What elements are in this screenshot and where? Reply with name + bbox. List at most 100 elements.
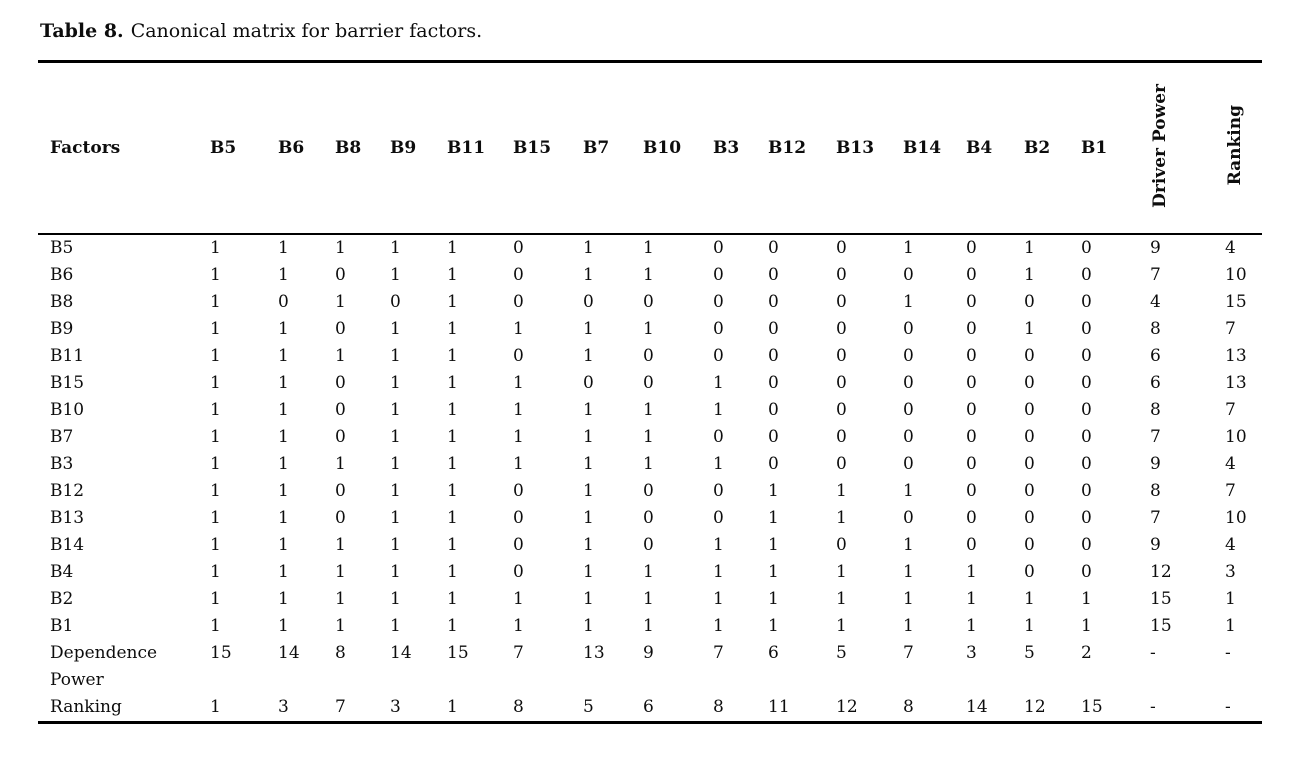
matrix-cell-b7-b8: 0: [335, 427, 346, 447]
matrix-cell-b14-b2: 0: [1024, 535, 1035, 555]
factor-label: B10: [50, 400, 85, 420]
factor-label: B3: [50, 454, 74, 474]
matrix-cell-b7-b11: 1: [447, 427, 458, 447]
factor-label: B5: [50, 238, 74, 258]
matrix-cell-b8-b11: 1: [447, 292, 458, 312]
table-row-b14: B14 1 1 1 1 1 0 1 0 1 1 0 1 0 0 0 9 4: [38, 532, 1262, 559]
ranking-value: 4: [1225, 454, 1236, 474]
matrix-cell-b7-b1: 0: [1081, 427, 1092, 447]
matrix-cell-b7-b2: 0: [1024, 427, 1035, 447]
matrix-cell-ranking-b10: 6: [643, 697, 654, 717]
matrix-cell-b4-b5: 1: [210, 562, 221, 582]
matrix-cell-b9-b3: 0: [713, 319, 724, 339]
driver-power-value: 15: [1150, 589, 1172, 609]
matrix-cell-b6-b6: 1: [278, 265, 289, 285]
matrix-cell-b9-b13: 0: [836, 319, 847, 339]
factor-label: B14: [50, 535, 85, 555]
table-row-b4: B4 1 1 1 1 1 0 1 1 1 1 1 1 1 0 0 12 3: [38, 559, 1262, 586]
matrix-cell-b15-b14: 0: [903, 373, 914, 393]
matrix-cell-b14-b5: 1: [210, 535, 221, 555]
matrix-cell-dependence-power-b11: 15: [447, 643, 469, 663]
matrix-cell-b4-b12: 1: [768, 562, 779, 582]
factor-label: B4: [50, 562, 74, 582]
matrix-cell-b7-b5: 1: [210, 427, 221, 447]
matrix-cell-b1-b11: 1: [447, 616, 458, 636]
matrix-cell-b2-b4: 1: [966, 589, 977, 609]
matrix-cell-ranking-b2: 12: [1024, 697, 1046, 717]
matrix-cell-b1-b8: 1: [335, 616, 346, 636]
matrix-cell-b2-b8: 1: [335, 589, 346, 609]
matrix-cell-b15-b11: 1: [447, 373, 458, 393]
column-header-ranking: Ranking: [1225, 61, 1262, 235]
matrix-cell-b13-b6: 1: [278, 508, 289, 528]
ranking-value: 15: [1225, 292, 1247, 312]
matrix-cell-ranking-b6: 3: [278, 697, 289, 717]
matrix-cell-b7-b3: 0: [713, 427, 724, 447]
matrix-cell-b10-b10: 1: [643, 400, 654, 420]
matrix-cell-b10-b4: 0: [966, 400, 977, 420]
matrix-cell-b3-b14: 0: [903, 454, 914, 474]
matrix-cell-ranking-b7: 5: [583, 697, 594, 717]
table-figure: Table 8. Canonical matrix for barrier fac…: [38, 18, 1262, 724]
matrix-cell-b2-b10: 1: [643, 589, 654, 609]
matrix-cell-ranking-b14: 8: [903, 697, 914, 717]
driver-power-value: 8: [1150, 319, 1161, 339]
matrix-cell-b10-b13: 0: [836, 400, 847, 420]
column-header-b12: B12: [768, 61, 836, 235]
matrix-cell-b11-b2: 0: [1024, 346, 1035, 366]
matrix-cell-b11-b4: 0: [966, 346, 977, 366]
matrix-cell-b4-b10: 1: [643, 562, 654, 582]
matrix-cell-b9-b5: 1: [210, 319, 221, 339]
matrix-cell-b8-b6: 0: [278, 292, 289, 312]
matrix-cell-b6-b3: 0: [713, 265, 724, 285]
ranking-value: 7: [1225, 319, 1236, 339]
table-row-b6: B6 1 1 0 1 1 0 1 1 0 0 0 0 0 1 0 7 10: [38, 262, 1262, 289]
matrix-cell-b5-b12: 0: [768, 238, 779, 258]
matrix-cell-b9-b11: 1: [447, 319, 458, 339]
column-header-b15: B15: [513, 61, 583, 235]
matrix-cell-b5-b11: 1: [447, 238, 458, 258]
matrix-cell-b1-b14: 1: [903, 616, 914, 636]
ranking-value: 13: [1225, 346, 1247, 366]
matrix-cell-b1-b12: 1: [768, 616, 779, 636]
ranking-value: 10: [1225, 427, 1247, 447]
matrix-cell-b9-b12: 0: [768, 319, 779, 339]
matrix-cell-b2-b7: 1: [583, 589, 594, 609]
matrix-cell-b10-b8: 0: [335, 400, 346, 420]
canonical-matrix-table: Factors B5 B6 B8 B9 B11 B15 B7 B10 B3 B12 B13 B14 B4 B…: [38, 60, 1262, 724]
matrix-cell-b6-b10: 1: [643, 265, 654, 285]
matrix-cell-b3-b10: 1: [643, 454, 654, 474]
column-header-b4: B4: [966, 61, 1024, 235]
matrix-cell-b12-b14: 1: [903, 481, 914, 501]
matrix-cell-b1-b4: 1: [966, 616, 977, 636]
ranking-value: 13: [1225, 373, 1247, 393]
matrix-cell-b11-b11: 1: [447, 346, 458, 366]
matrix-cell-b7-b15: 1: [513, 427, 524, 447]
matrix-cell-b11-b9: 1: [390, 346, 401, 366]
matrix-cell-b2-b9: 1: [390, 589, 401, 609]
matrix-cell-dependence-power-b12: 6: [768, 643, 779, 663]
matrix-cell-b10-b1: 0: [1081, 400, 1092, 420]
driver-power-value: 6: [1150, 373, 1161, 393]
driver-power-value: -: [1150, 643, 1156, 663]
column-header-b11: B11: [447, 61, 513, 235]
driver-power-value: 9: [1150, 238, 1161, 258]
matrix-cell-b6-b11: 1: [447, 265, 458, 285]
matrix-cell-b10-b14: 0: [903, 400, 914, 420]
matrix-cell-b6-b14: 0: [903, 265, 914, 285]
matrix-cell-b9-b7: 1: [583, 319, 594, 339]
matrix-cell-ranking-b5: 1: [210, 697, 221, 717]
matrix-cell-b14-b3: 1: [713, 535, 724, 555]
column-header-b6: B6: [278, 61, 335, 235]
matrix-cell-b11-b6: 1: [278, 346, 289, 366]
table-number: Table 8.: [40, 20, 124, 42]
matrix-cell-ranking-b1: 15: [1081, 697, 1103, 717]
matrix-cell-b8-b5: 1: [210, 292, 221, 312]
matrix-cell-b2-b13: 1: [836, 589, 847, 609]
driver-power-value: 9: [1150, 535, 1161, 555]
column-header-b3: B3: [713, 61, 768, 235]
ranking-value: -: [1225, 643, 1231, 663]
rotated-header-label: Ranking: [1225, 105, 1245, 186]
matrix-cell-dependence-power-b2: 5: [1024, 643, 1035, 663]
driver-power-value: 4: [1150, 292, 1161, 312]
